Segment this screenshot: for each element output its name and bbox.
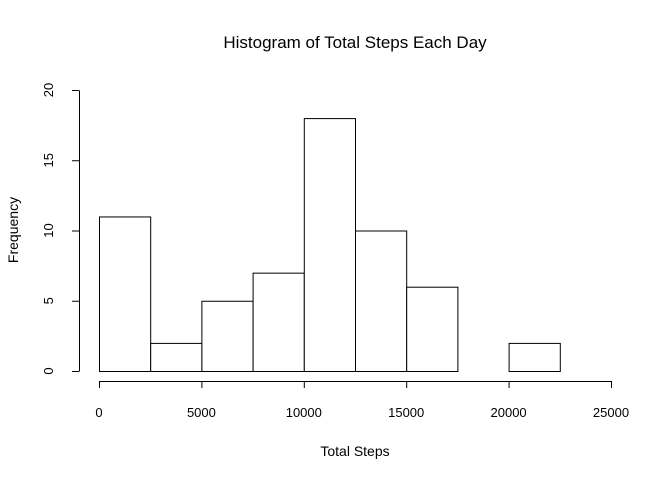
y-tick-label-1: 5 xyxy=(41,297,56,304)
y-tick-label-0: 0 xyxy=(41,367,56,374)
y-tick-label-4: 20 xyxy=(41,83,56,97)
histogram-bar-0 xyxy=(99,216,152,372)
y-tick-label-2: 10 xyxy=(41,223,56,237)
chart-title: Histogram of Total Steps Each Day xyxy=(223,33,487,52)
x-tick-label-0: 0 xyxy=(95,405,102,420)
x-tick-label-3: 15000 xyxy=(388,405,424,420)
x-axis: 0 5000 10000 15000 20000 25000 xyxy=(95,381,629,420)
y-tick-label-3: 15 xyxy=(41,153,56,167)
histogram-bar-6 xyxy=(406,286,459,373)
histogram-bar-1 xyxy=(150,342,203,372)
histogram-bar-8 xyxy=(508,342,561,372)
histogram-bar-2 xyxy=(201,300,254,372)
histogram-bar-4 xyxy=(303,118,356,372)
histogram-bar-3 xyxy=(252,272,305,372)
x-tick-label-1: 5000 xyxy=(187,405,216,420)
histogram-bar-5 xyxy=(355,230,408,372)
x-tick-label-5: 25000 xyxy=(593,405,629,420)
x-tick-label-4: 20000 xyxy=(491,405,527,420)
y-axis-label: Frequency xyxy=(5,197,21,263)
bars-group xyxy=(99,118,561,373)
x-axis-label: Total Steps xyxy=(320,443,389,459)
y-axis: 0 5 10 15 20 xyxy=(41,83,80,375)
x-tick-label-2: 10000 xyxy=(286,405,322,420)
